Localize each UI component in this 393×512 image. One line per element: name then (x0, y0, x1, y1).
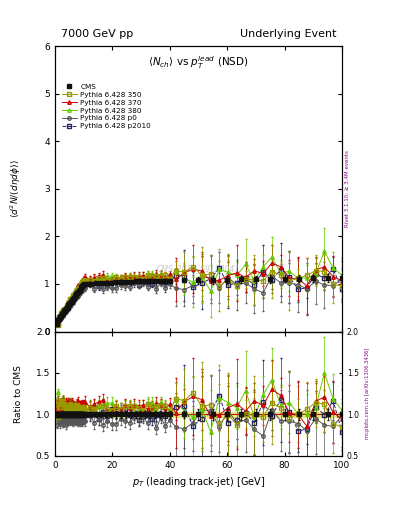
Legend: CMS, Pythia 6.428 350, Pythia 6.428 370, Pythia 6.428 380, Pythia 6.428 p0, Pyth: CMS, Pythia 6.428 350, Pythia 6.428 370,… (61, 84, 151, 130)
Text: CMS_2011_S9120041: CMS_2011_S9120041 (157, 264, 240, 273)
Text: Rivet 3.1.10; ≥ 3.4M events: Rivet 3.1.10; ≥ 3.4M events (345, 151, 350, 227)
Text: $\langle N_{ch}\rangle$ vs $p_T^{lead}$ (NSD): $\langle N_{ch}\rangle$ vs $p_T^{lead}$ … (148, 55, 249, 72)
Text: mcplots.cern.ch [arXiv:1306.3436]: mcplots.cern.ch [arXiv:1306.3436] (365, 348, 370, 439)
X-axis label: $p_T$ (leading track-jet) [GeV]: $p_T$ (leading track-jet) [GeV] (132, 475, 265, 489)
Text: 7000 GeV pp: 7000 GeV pp (61, 29, 133, 39)
Y-axis label: $\langle d^{2}N/(d\eta d\phi)\rangle$: $\langle d^{2}N/(d\eta d\phi)\rangle$ (9, 159, 24, 218)
Text: Underlying Event: Underlying Event (240, 29, 336, 39)
Y-axis label: Ratio to CMS: Ratio to CMS (15, 365, 24, 422)
